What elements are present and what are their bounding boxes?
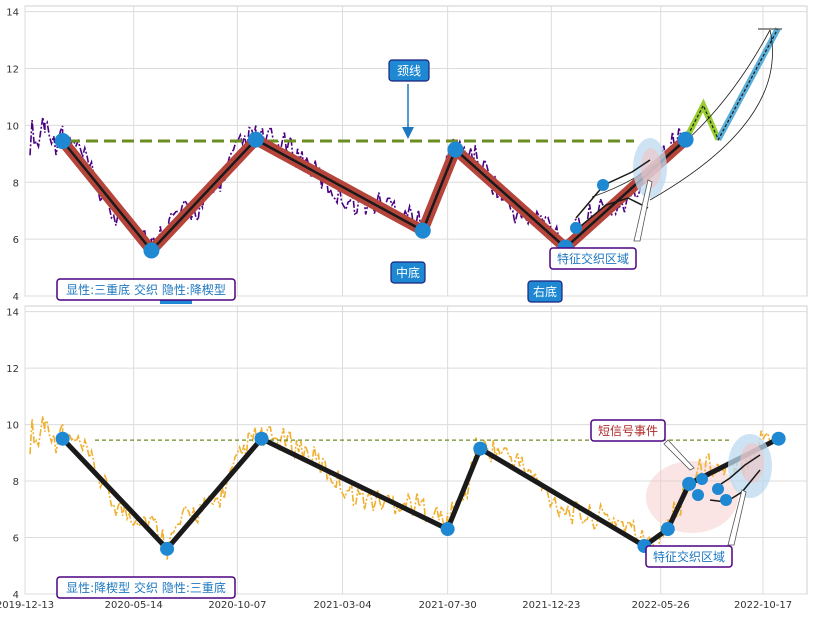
bottom-labels: 短信号事件 特征交织区域 显性:降楔型 交织 隐性:三重底 — [56, 419, 733, 599]
bottom-signal-arrow — [663, 439, 695, 471]
y-tick-label: 12 — [6, 364, 19, 375]
bottom-pivot-node — [682, 476, 697, 491]
signal-label: 短信号事件 — [598, 424, 658, 438]
bottom-pivot-node — [254, 431, 269, 446]
top-projection-dash — [685, 28, 779, 141]
x-tick-label: 2020-05-14 — [105, 600, 163, 611]
top-small-node — [597, 179, 609, 191]
x-tick-label: 2022-10-17 — [734, 600, 792, 611]
right-label-box — [527, 280, 563, 303]
y-tick-label: 4 — [13, 590, 19, 601]
bottom-pivot-node — [440, 522, 455, 537]
x-tick-label: 2022-05-26 — [632, 600, 690, 611]
top-zone-arrow — [633, 179, 653, 242]
bottom-pivot-node — [473, 441, 488, 456]
y-tick-label: 6 — [13, 534, 19, 545]
x-tick-label: 2019-12-13 — [0, 600, 54, 611]
y-tick-label: 10 — [6, 421, 19, 432]
bottom-content — [29, 416, 786, 560]
signal-label-box — [590, 419, 666, 442]
bottom-pivot-node — [771, 431, 786, 446]
top-zone-label: 特征交织区域 — [557, 251, 629, 266]
top-summary-box — [56, 278, 236, 301]
y-tick-label: 4 — [13, 292, 19, 303]
y-tick-label: 12 — [6, 65, 19, 76]
bottom-zone-label: 特征交织区域 — [653, 549, 725, 564]
neck-label-box — [388, 59, 430, 82]
y-tick-label: 14 — [6, 308, 19, 319]
top-projection-arc-2 — [649, 29, 773, 201]
bottom-yticks: 4 6 8 10 12 14 — [6, 308, 19, 601]
bottom-feature-pink — [646, 461, 738, 533]
x-tick-label: 2020-10-07 — [208, 600, 266, 611]
bottom-small-node — [712, 483, 724, 495]
y-tick-label: 14 — [6, 8, 19, 19]
bottom-pivot-node — [55, 431, 70, 446]
top-pivot-node — [414, 222, 431, 239]
bottom-nodes — [55, 431, 786, 556]
y-tick-label: 8 — [13, 477, 19, 488]
x-tick-label: 2021-12-23 — [522, 600, 580, 611]
bottom-zone-label-box — [645, 545, 733, 568]
bottom-small-node — [692, 489, 704, 501]
bottom-grid — [24, 306, 807, 595]
bottom-wedge — [714, 454, 761, 489]
top-feature-ellipse-inner — [641, 148, 661, 188]
neck-label: 颈线 — [397, 64, 421, 78]
top-small-node — [570, 222, 582, 234]
y-tick-label: 8 — [13, 178, 19, 189]
right-label: 右底 — [533, 284, 557, 299]
y-tick-label: 6 — [13, 235, 19, 246]
bottom-small-node — [696, 473, 708, 485]
top-labels: 颈线 中底 右底 特征交织区域 显性:三重底 交织 隐性:降楔型 — [56, 59, 637, 304]
x-tick-label: 2021-03-04 — [313, 600, 371, 611]
bottom-small-node — [720, 494, 732, 506]
bottom-summary-box — [56, 576, 236, 599]
top-pivot-node — [447, 141, 464, 158]
x-tick-label: 2021-07-30 — [419, 600, 477, 611]
top-pivot-node — [54, 133, 71, 150]
top-summary-label: 显性:三重底 交织 隐性:降楔型 — [66, 282, 226, 297]
mid-label-box — [390, 261, 426, 284]
top-pivot-node — [247, 131, 264, 148]
top-wedge-lines — [575, 159, 651, 219]
bottom-wedge-2 — [709, 469, 761, 503]
bottom-xticks: 2019-12-13 2020-05-14 2020-10-07 2021-03-04… — [0, 600, 792, 611]
top-zone-label-box — [549, 247, 637, 270]
top-pivot-node — [143, 242, 160, 259]
top-yticks: 4 6 8 10 12 14 — [6, 8, 19, 303]
y-tick-label: 10 — [6, 121, 19, 132]
bottom-zone-arrow — [727, 489, 747, 546]
bottom-feature-ellipse-inner — [740, 443, 764, 483]
top-panel-frame — [24, 5, 808, 297]
top-wedge-lines-2 — [575, 197, 649, 231]
top-pivot-node — [677, 131, 694, 148]
mid-label: 中底 — [396, 265, 420, 280]
bottom-pivot-node — [160, 541, 175, 556]
bottom-pivot-node — [660, 522, 675, 537]
bottom-summary-label: 显性:降楔型 交织 隐性:三重底 — [66, 580, 226, 595]
